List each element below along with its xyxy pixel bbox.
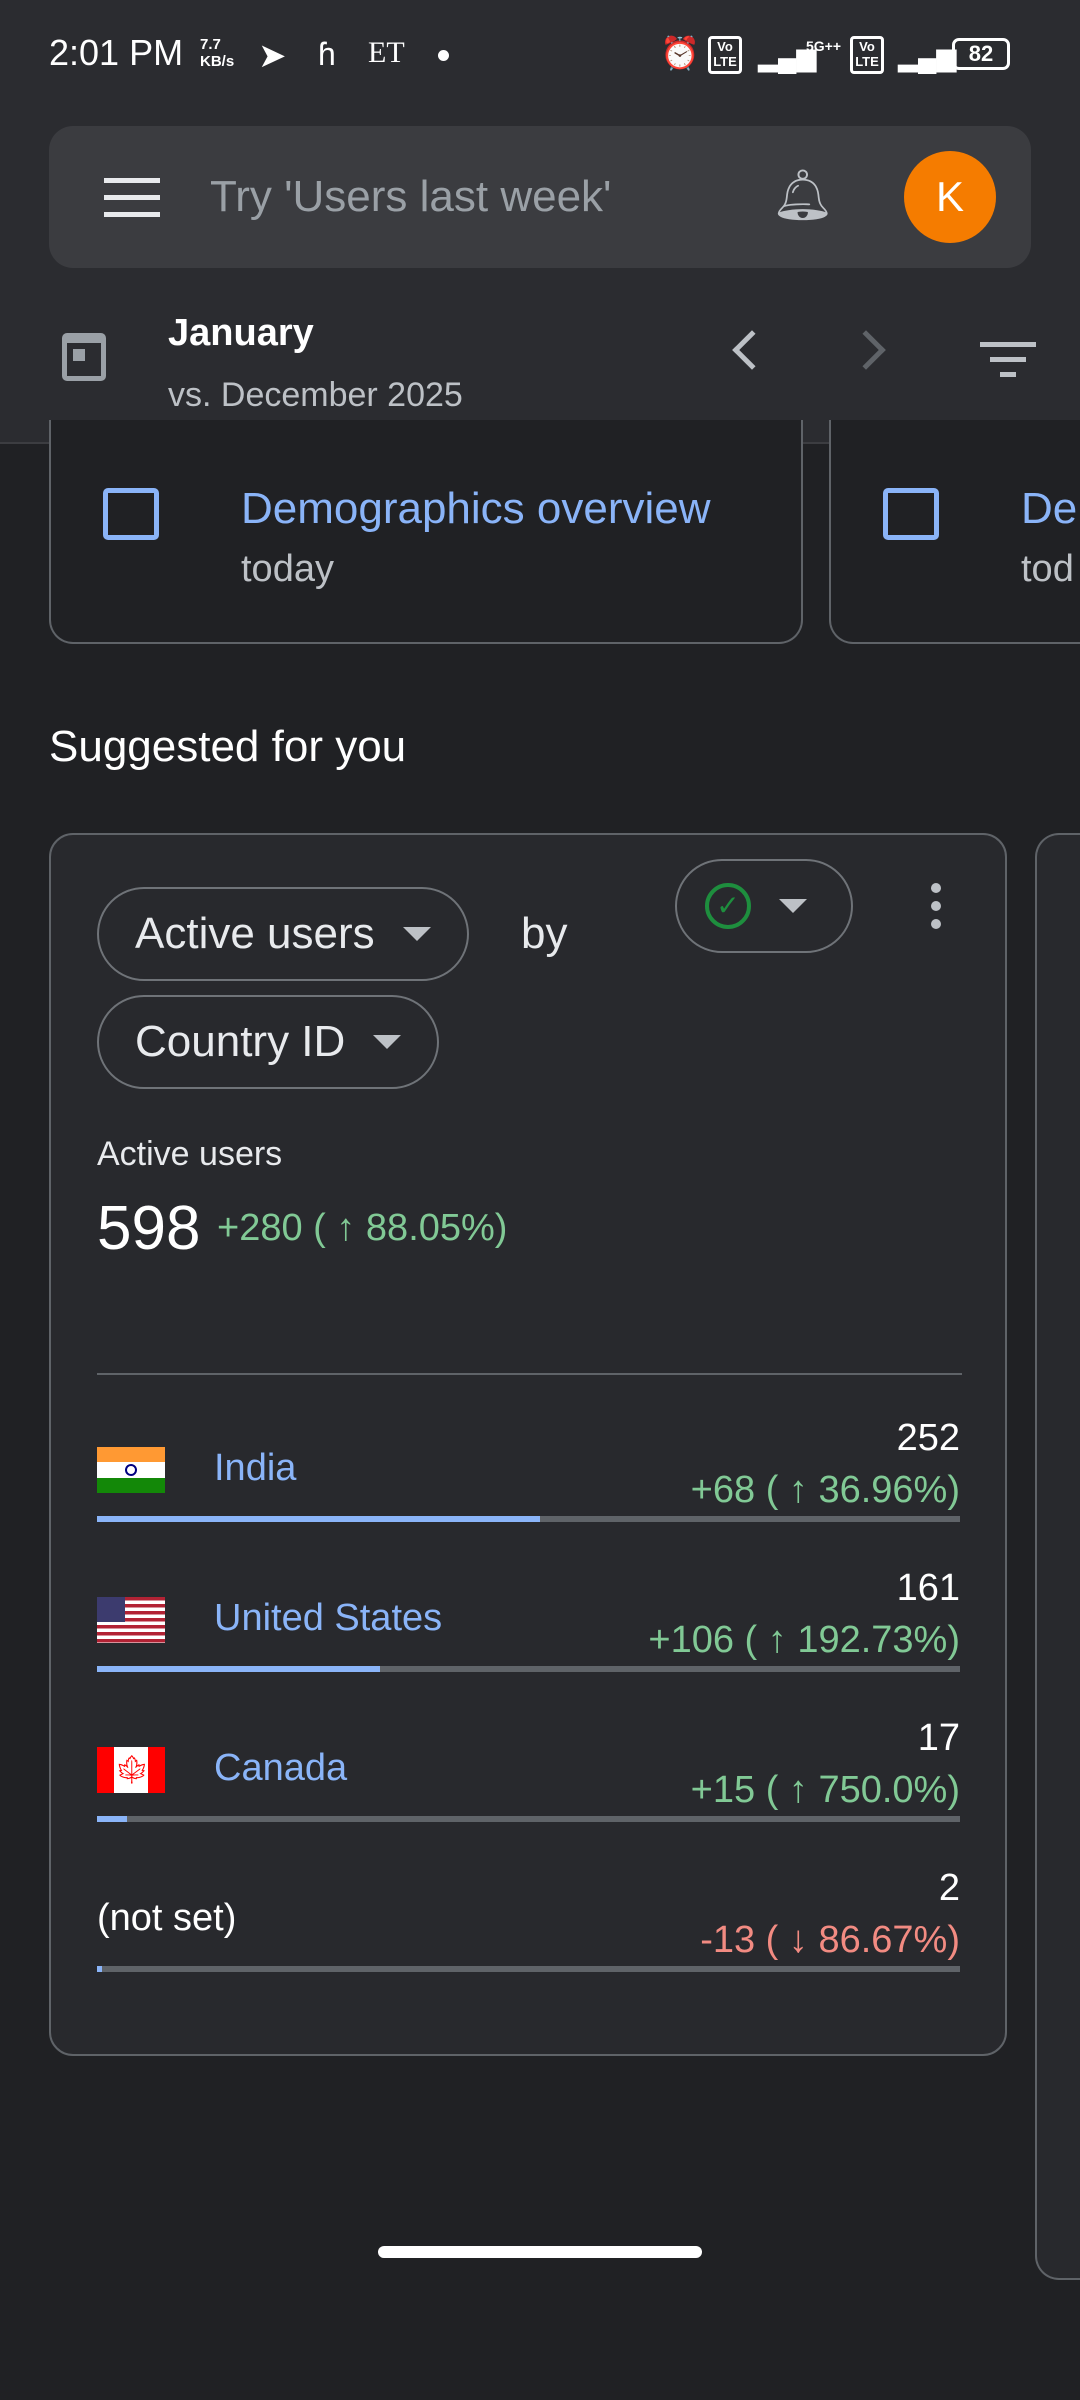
share-bar (97, 1816, 960, 1822)
et-icon: ET (368, 36, 405, 69)
check-circle-icon: ✓ (705, 883, 751, 929)
avatar[interactable]: K (904, 151, 996, 243)
date-period[interactable]: January (168, 312, 314, 354)
flag-usa-icon (97, 1597, 165, 1643)
share-bar-fill (97, 1966, 103, 1972)
date-comparison[interactable]: vs. December 2025 (168, 376, 463, 414)
metric-label: Active users (97, 1135, 283, 1173)
share-bar-fill (97, 1666, 381, 1672)
row-change: +106 ( ↑ 192.73%) (648, 1619, 960, 1661)
share-bar (97, 1666, 960, 1672)
flag-canada-icon: 🍁︎ (97, 1747, 165, 1793)
table-row[interactable]: (not set) 2 -13 ( ↓ 86.67%) (97, 1867, 960, 2017)
row-value: 17 (917, 1717, 960, 1759)
row-name: United States (214, 1597, 443, 1639)
status-time: 2:01 PM (49, 32, 184, 73)
row-name: (not set) (97, 1897, 237, 1939)
metric-total: 598 (97, 1194, 201, 1263)
filter-icon[interactable] (980, 342, 1036, 377)
search-bar[interactable]: Try 'Users last week' 🔔︎ K (49, 126, 1031, 268)
share-bar (97, 1516, 960, 1522)
caret-down-icon (402, 927, 431, 941)
table-row[interactable]: United States 161 +106 ( ↑ 192.73%) (97, 1567, 960, 1717)
recent-report-card[interactable]: De tod (829, 420, 1080, 644)
dimension-chip-label: Country ID (135, 1017, 346, 1066)
report-title: De (1021, 484, 1078, 533)
row-value: 2 (938, 1867, 960, 1909)
section-title: Suggested for you (49, 722, 407, 771)
row-name: India (214, 1447, 297, 1489)
status-chip[interactable]: ✓ (675, 859, 853, 953)
table-row[interactable]: India 252 +68 ( ↑ 36.96%) (97, 1417, 960, 1567)
report-chart-icon (103, 488, 159, 540)
network-type: 5G++ (806, 38, 842, 54)
menu-icon[interactable] (104, 178, 160, 217)
caret-down-icon (373, 1035, 402, 1049)
row-name: Canada (214, 1747, 348, 1789)
row-change: +15 ( ↑ 750.0%) (690, 1769, 960, 1811)
report-subtitle: tod (1021, 548, 1074, 590)
battery-icon: 82 (952, 38, 1010, 70)
row-change: +68 ( ↑ 36.96%) (690, 1469, 960, 1511)
volte-icon: Vo LTE (850, 36, 884, 74)
suggested-card: Active users by ✓ Country ID Active user… (49, 833, 1007, 2056)
row-change: -13 ( ↓ 86.67%) (700, 1919, 960, 1961)
divider (97, 1373, 962, 1375)
report-subtitle: today (241, 548, 334, 590)
notification-dot-icon (438, 50, 449, 61)
signal-icon: ▂▄▆ (898, 42, 957, 72)
network-speed: 7.7 KB/s (200, 36, 235, 70)
flag-india-icon (97, 1447, 165, 1493)
report-chart-icon (883, 488, 939, 540)
bell-icon[interactable]: 🔔︎ (771, 167, 835, 223)
metric-chip[interactable]: Active users (97, 887, 469, 981)
app-notification-icon: ɦ (318, 36, 336, 72)
table-row[interactable]: 🍁︎ Canada 17 +15 ( ↑ 750.0%) (97, 1717, 960, 1867)
recent-report-card[interactable]: Demographics overview today (49, 420, 803, 644)
share-bar (97, 1966, 960, 1972)
volte-icon: Vo LTE (708, 36, 742, 74)
calendar-icon[interactable] (62, 333, 106, 381)
metric-chip-label: Active users (135, 909, 375, 958)
share-bar-fill (97, 1816, 128, 1822)
metric-total-change: +280 ( ↑ 88.05%) (217, 1207, 508, 1249)
search-input[interactable]: Try 'Users last week' (210, 172, 612, 221)
caret-down-icon (779, 899, 807, 913)
signal-icon: ▂▄▆ (758, 42, 817, 72)
row-value: 161 (896, 1567, 960, 1609)
dimension-chip[interactable]: Country ID (97, 995, 440, 1089)
share-bar-fill (97, 1516, 540, 1522)
by-label: by (521, 909, 568, 958)
more-vert-icon[interactable] (931, 883, 941, 929)
telegram-icon: ➤ (258, 37, 287, 75)
home-indicator[interactable] (378, 2246, 702, 2258)
next-suggested-card[interactable] (1035, 833, 1080, 2280)
row-value: 252 (896, 1417, 960, 1459)
alarm-icon: ⏰ (660, 35, 700, 71)
report-title: Demographics overview (241, 484, 711, 533)
